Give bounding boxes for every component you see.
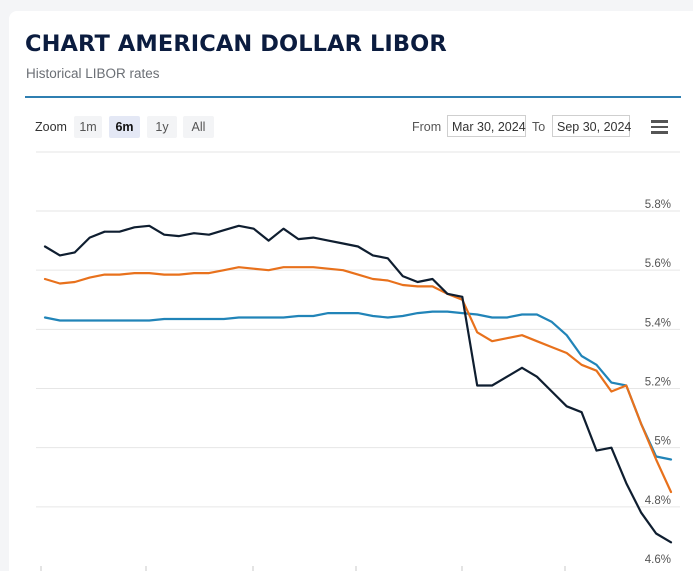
y-tick-label: 5.2% [645, 377, 671, 389]
gridlines [36, 151, 680, 508]
page-subtitle: Historical LIBOR rates [26, 66, 160, 81]
zoom-6m-button[interactable]: 6m [109, 116, 140, 138]
to-label: To [532, 120, 546, 134]
series-line-1 [43, 266, 673, 494]
series-lines [43, 224, 673, 544]
hamburger-menu-icon[interactable] [651, 120, 668, 134]
title-divider [25, 96, 681, 98]
x-axis-ticks [40, 566, 566, 571]
chart-card [9, 11, 693, 571]
series-line-2 [43, 310, 673, 461]
y-tick-label: 5% [654, 436, 671, 448]
from-date-input[interactable]: Mar 30, 2024 [447, 115, 526, 137]
y-tick-label: 5.4% [645, 317, 671, 329]
from-label: From [412, 120, 442, 134]
to-date-input[interactable]: Sep 30, 2024 [552, 115, 631, 137]
series-line-0 [43, 224, 673, 544]
zoom-1m-button[interactable]: 1m [74, 116, 102, 138]
y-tick-label: 4.8% [645, 495, 671, 507]
zoom-1y-button[interactable]: 1y [147, 116, 177, 138]
zoom-label: Zoom [35, 120, 67, 134]
y-axis: 4.6% 4.8% 5% 5.2% 5.4% 5.6% 5.8% [645, 199, 671, 566]
y-tick-label: 4.6% [645, 554, 671, 566]
zoom-all-button[interactable]: All [183, 116, 214, 138]
page-title: CHART AMERICAN DOLLAR LIBOR [25, 31, 447, 57]
y-tick-label: 5.8% [645, 199, 671, 211]
y-tick-label: 5.6% [645, 258, 671, 270]
